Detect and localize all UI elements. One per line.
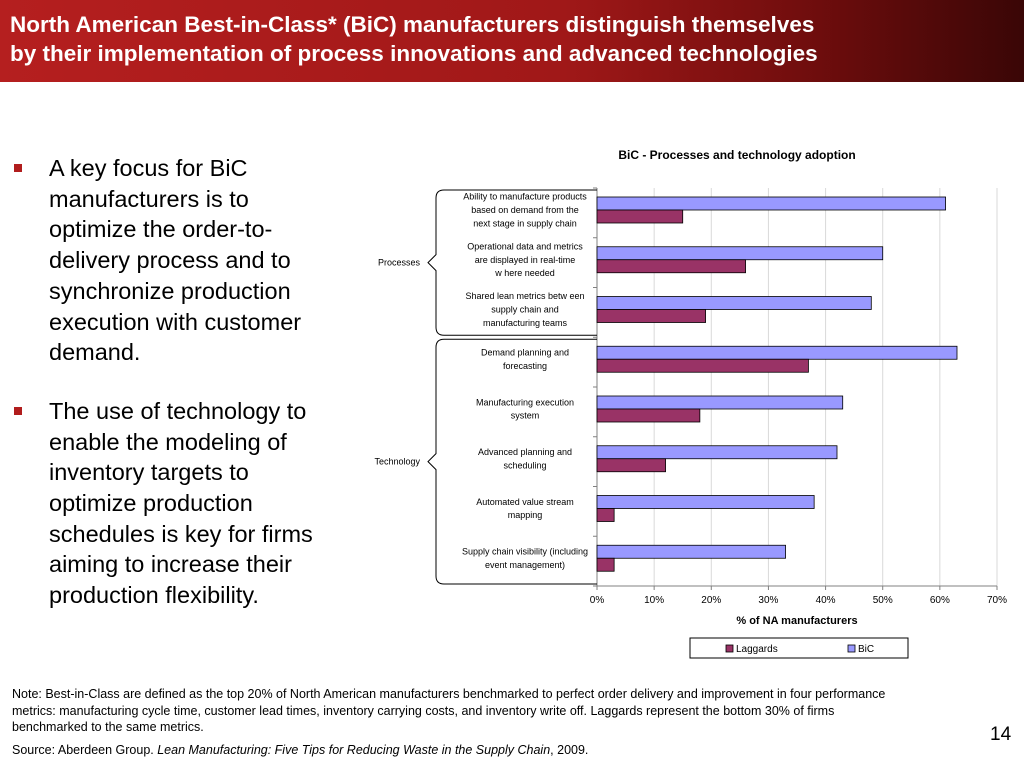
title-line-2: by their implementation of process innov… — [10, 41, 818, 66]
x-tick-label: 60% — [930, 595, 950, 606]
group-label: Technology — [374, 457, 420, 467]
title-line-1: North American Best-in-Class* (BiC) manu… — [10, 12, 815, 37]
bullet-line: demand. — [49, 339, 141, 366]
bullet-line: enable the modeling of — [49, 428, 287, 455]
group-bracket — [427, 189, 597, 336]
category-label: manufacturing teams — [483, 318, 568, 328]
source-title: Lean Manufacturing: Five Tips for Reduci… — [157, 743, 551, 757]
footer-note-line: benchmarked to the same metrics. — [12, 720, 204, 735]
title-bar: North American Best-in-Class* (BiC) manu… — [0, 0, 1024, 82]
category-label: Operational data and metrics — [467, 241, 583, 251]
bullet-line: inventory targets to — [49, 459, 249, 486]
group-bracket — [427, 338, 597, 585]
bar-bic — [596, 345, 958, 360]
source-suffix: , 2009. — [550, 743, 589, 757]
bar-laggards — [596, 259, 746, 274]
x-axis-label: % of NA manufacturers — [736, 615, 857, 627]
bar-bic — [596, 445, 838, 460]
chart-title: BiC - Processes and technology adoption — [618, 148, 855, 162]
footer-note-line: Note: Best-in-Class are defined as the t… — [12, 687, 886, 701]
bullet-line: A key focus for BiC — [49, 155, 248, 181]
adoption-bar-chart: BiC - Processes and technology adoption 0… — [374, 148, 1007, 659]
bullet-line: production flexibility. — [49, 582, 259, 609]
bar-laggards — [596, 309, 706, 323]
x-tick-label: 50% — [873, 595, 893, 606]
legend-box — [689, 637, 909, 659]
category-label: Shared lean metrics betw een — [465, 291, 584, 301]
bullet-list: A key focus for BiC manufacturers is to … — [14, 153, 354, 611]
bar-laggards — [596, 408, 701, 423]
bar-bic — [596, 544, 786, 559]
bar-laggards — [596, 508, 615, 522]
bullet-square-icon — [14, 406, 22, 415]
category-label: are displayed in real-time — [475, 255, 576, 265]
bullet-item-order-to-delivery: A key focus for BiC manufacturers is to … — [14, 153, 354, 368]
category-label: Advanced planning and — [478, 447, 572, 457]
category-label: Demand planning and — [481, 348, 569, 358]
source-prefix: Source: Aberdeen Group. — [12, 743, 158, 757]
category-label: event management) — [485, 560, 565, 570]
category-label: Manufacturing execution — [476, 397, 574, 407]
category-label: system — [511, 411, 540, 421]
bar-bic — [596, 395, 844, 410]
bullet-line: delivery process and to — [49, 247, 291, 274]
bullet-line: aiming to increase their — [49, 551, 292, 578]
page-number: 14 — [990, 724, 1012, 745]
footer-note: Note: Best-in-Class are defined as the t… — [12, 686, 1012, 736]
group-label: Processes — [378, 258, 421, 268]
bullet-line: optimize the order-to- — [49, 216, 273, 243]
bullet-line: synchronize production — [49, 277, 291, 304]
bar-bic — [596, 246, 884, 261]
bar-bic — [596, 196, 946, 211]
bar-laggards — [596, 458, 666, 473]
bullet-square-icon — [14, 164, 22, 172]
category-label: scheduling — [503, 460, 546, 470]
bullet-line: The use of technology to — [49, 397, 307, 424]
category-label: based on demand from the — [471, 205, 579, 215]
bullet-item-technology: The use of technology to enable the mode… — [14, 396, 354, 611]
source-citation: Source: Aberdeen Group. Lean Manufacturi… — [12, 743, 588, 757]
bar-laggards — [596, 557, 615, 572]
legend-label-laggards: Laggards — [736, 644, 778, 655]
bar-bic — [596, 296, 872, 310]
x-tick-label: 40% — [816, 595, 836, 606]
category-label: Ability to manufacture products — [463, 192, 587, 202]
legend-label-bic: BiC — [858, 644, 874, 655]
category-label: supply chain and — [491, 305, 559, 315]
x-tick-label: 70% — [987, 595, 1007, 606]
bullet-line: execution with customer — [49, 308, 302, 335]
category-label: Supply chain visibility (including — [462, 547, 588, 557]
x-tick-label: 30% — [758, 595, 778, 606]
x-tick-label: 20% — [701, 595, 721, 606]
legend-swatch-laggards — [725, 644, 734, 653]
legend-swatch-bic — [847, 644, 856, 653]
bar-laggards — [596, 358, 809, 373]
bar-bic — [596, 495, 815, 509]
category-label: forecasting — [503, 361, 547, 371]
bullet-line: manufacturers is to — [49, 185, 249, 212]
x-tick-label: 10% — [644, 595, 664, 606]
x-tick-label: 0% — [590, 595, 605, 606]
bullet-line: optimize production — [49, 490, 253, 517]
slide-title: North American Best-in-Class* (BiC) manu… — [10, 10, 1010, 68]
category-label: w here needed — [494, 268, 555, 278]
bullet-line: schedules is key for firms — [49, 520, 313, 547]
bar-laggards — [596, 209, 684, 224]
category-label: mapping — [508, 510, 543, 520]
category-label: Automated value stream — [476, 497, 574, 507]
footer-note-line: metrics: manufacturing cycle time, custo… — [12, 703, 835, 718]
category-label: next stage in supply chain — [473, 218, 577, 228]
